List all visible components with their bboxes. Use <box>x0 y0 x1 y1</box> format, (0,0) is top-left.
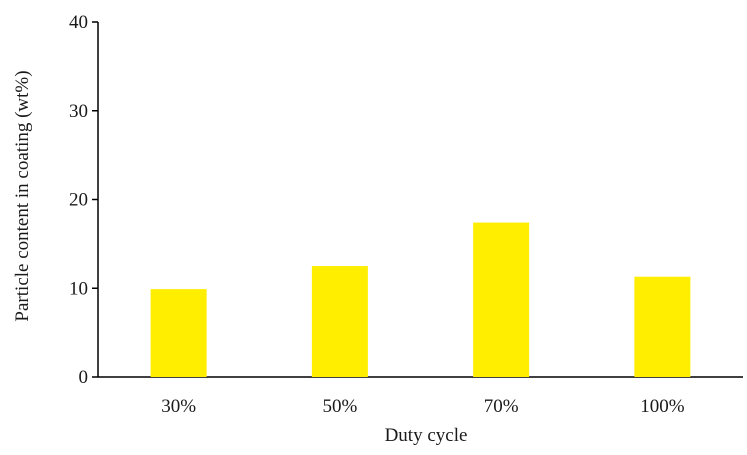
y-tick-label: 30 <box>69 101 88 122</box>
y-tick-label: 20 <box>69 190 88 211</box>
x-tick-label: 70% <box>484 396 519 417</box>
bar <box>634 276 691 377</box>
x-tick-labels: 30% 50% 70% 100% <box>161 396 685 417</box>
bars <box>150 222 691 377</box>
y-tick-label: 10 <box>69 278 88 299</box>
bar <box>150 289 207 377</box>
bar <box>311 266 368 377</box>
x-tick-label: 50% <box>322 396 357 417</box>
x-tick-label: 30% <box>161 396 196 417</box>
y-axis-title: Particle content in coating (wt%) <box>12 70 33 321</box>
y-ticks: 0 10 20 30 40 <box>69 12 98 388</box>
x-tick-label: 100% <box>640 396 685 417</box>
y-tick-label: 0 <box>79 367 89 388</box>
x-axis-title: Duty cycle <box>385 425 468 446</box>
bar <box>473 222 530 377</box>
y-tick-label: 40 <box>69 12 88 33</box>
